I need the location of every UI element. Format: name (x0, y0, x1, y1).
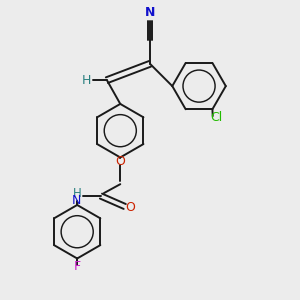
Text: N: N (72, 194, 81, 207)
Text: O: O (115, 155, 125, 168)
Text: H: H (81, 74, 91, 87)
Text: N: N (145, 6, 155, 19)
Text: H: H (73, 187, 82, 200)
Text: O: O (126, 202, 136, 214)
Text: F: F (74, 260, 81, 273)
Text: Cl: Cl (211, 111, 223, 124)
